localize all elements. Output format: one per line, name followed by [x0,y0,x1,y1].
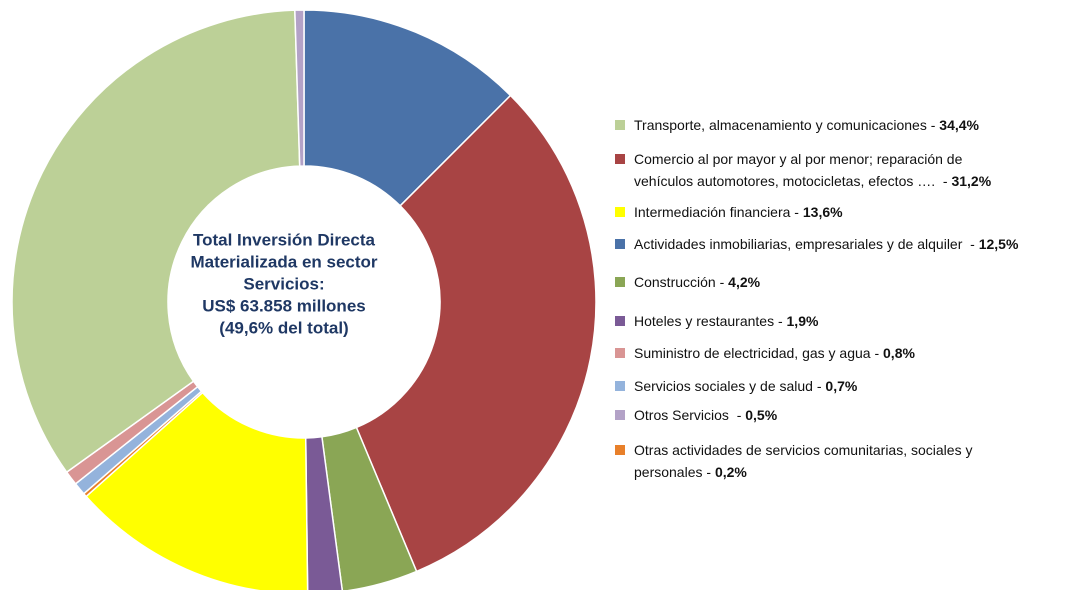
legend-item: Comercio al por mayor y al por menor; re… [615,148,1005,192]
legend-text: Servicios sociales y de salud - 0,7% [634,375,1065,397]
legend-swatch [615,120,625,130]
legend-swatch [615,381,625,391]
center-text: Servicios: [243,274,324,293]
legend-label: Otros Servicios - [634,407,742,423]
legend-item: Actividades inmobiliarias, empresariales… [615,233,1065,255]
legend-item: Servicios sociales y de salud - 0,7% [615,375,1065,397]
legend-text: Transporte, almacenamiento y comunicacio… [634,114,1065,136]
legend-item: Transporte, almacenamiento y comunicacio… [615,114,1065,136]
legend-item: Intermediación financiera - 13,6% [615,201,1065,223]
legend-text: Otros Servicios - 0,5% [634,404,1065,426]
legend-item: Otros Servicios - 0,5% [615,404,1065,426]
legend-value: 0,7% [825,378,858,394]
legend-value: 12,5% [978,236,1019,252]
legend-value: 1,9% [786,313,819,329]
legend-text: Suministro de electricidad, gas y agua -… [634,342,1065,364]
legend-label: Otras actividades de servicios comunitar… [634,442,977,480]
legend-text: Intermediación financiera - 13,6% [634,201,1065,223]
legend-swatch [615,277,625,287]
legend-item: Hoteles y restaurantes - 1,9% [615,310,1065,332]
legend-value: 4,2% [728,274,761,290]
center-text: (49,6% del total) [219,318,348,337]
legend-swatch [615,348,625,358]
legend-text: Otras actividades de servicios comunitar… [634,439,1015,483]
legend-swatch [615,239,625,249]
legend-label: Intermediación financiera - [634,204,799,220]
legend-value: 0,2% [714,464,747,480]
legend-label: Servicios sociales y de salud - [634,378,822,394]
legend-text: Hoteles y restaurantes - 1,9% [634,310,1065,332]
legend-value: 0,8% [883,345,915,361]
legend-swatch [615,207,625,217]
legend-value: 31,2% [951,173,992,189]
legend-label: Actividades inmobiliarias, empresariales… [634,236,975,252]
legend-label: Construcción - [634,274,725,290]
legend-item: Suministro de electricidad, gas y agua -… [615,342,1065,364]
legend-value: 13,6% [802,204,843,220]
legend-label: Hoteles y restaurantes - [634,313,783,329]
legend-swatch [615,316,625,326]
legend-text: Construcción - 4,2% [634,271,1065,293]
center-text: Materializada en sector [190,252,377,271]
legend-swatch [615,445,625,455]
legend-text: Comercio al por mayor y al por menor; re… [634,148,1005,192]
donut-hole [168,166,440,438]
center-text: US$ 63.858 millones [202,296,365,315]
legend-item: Otras actividades de servicios comunitar… [615,439,1015,483]
center-text: Total Inversión Directa [193,230,376,249]
legend-swatch [615,154,625,164]
legend-label: Suministro de electricidad, gas y agua - [634,345,880,361]
legend-value: 0,5% [745,407,778,423]
legend-swatch [615,410,625,420]
legend-text: Actividades inmobiliarias, empresariales… [634,233,1065,255]
legend-item: Construcción - 4,2% [615,271,1065,293]
legend-value: 34,4% [939,117,979,133]
legend-label: Comercio al por mayor y al por menor; re… [634,151,967,189]
legend-label: Transporte, almacenamiento y comunicacio… [634,117,936,133]
